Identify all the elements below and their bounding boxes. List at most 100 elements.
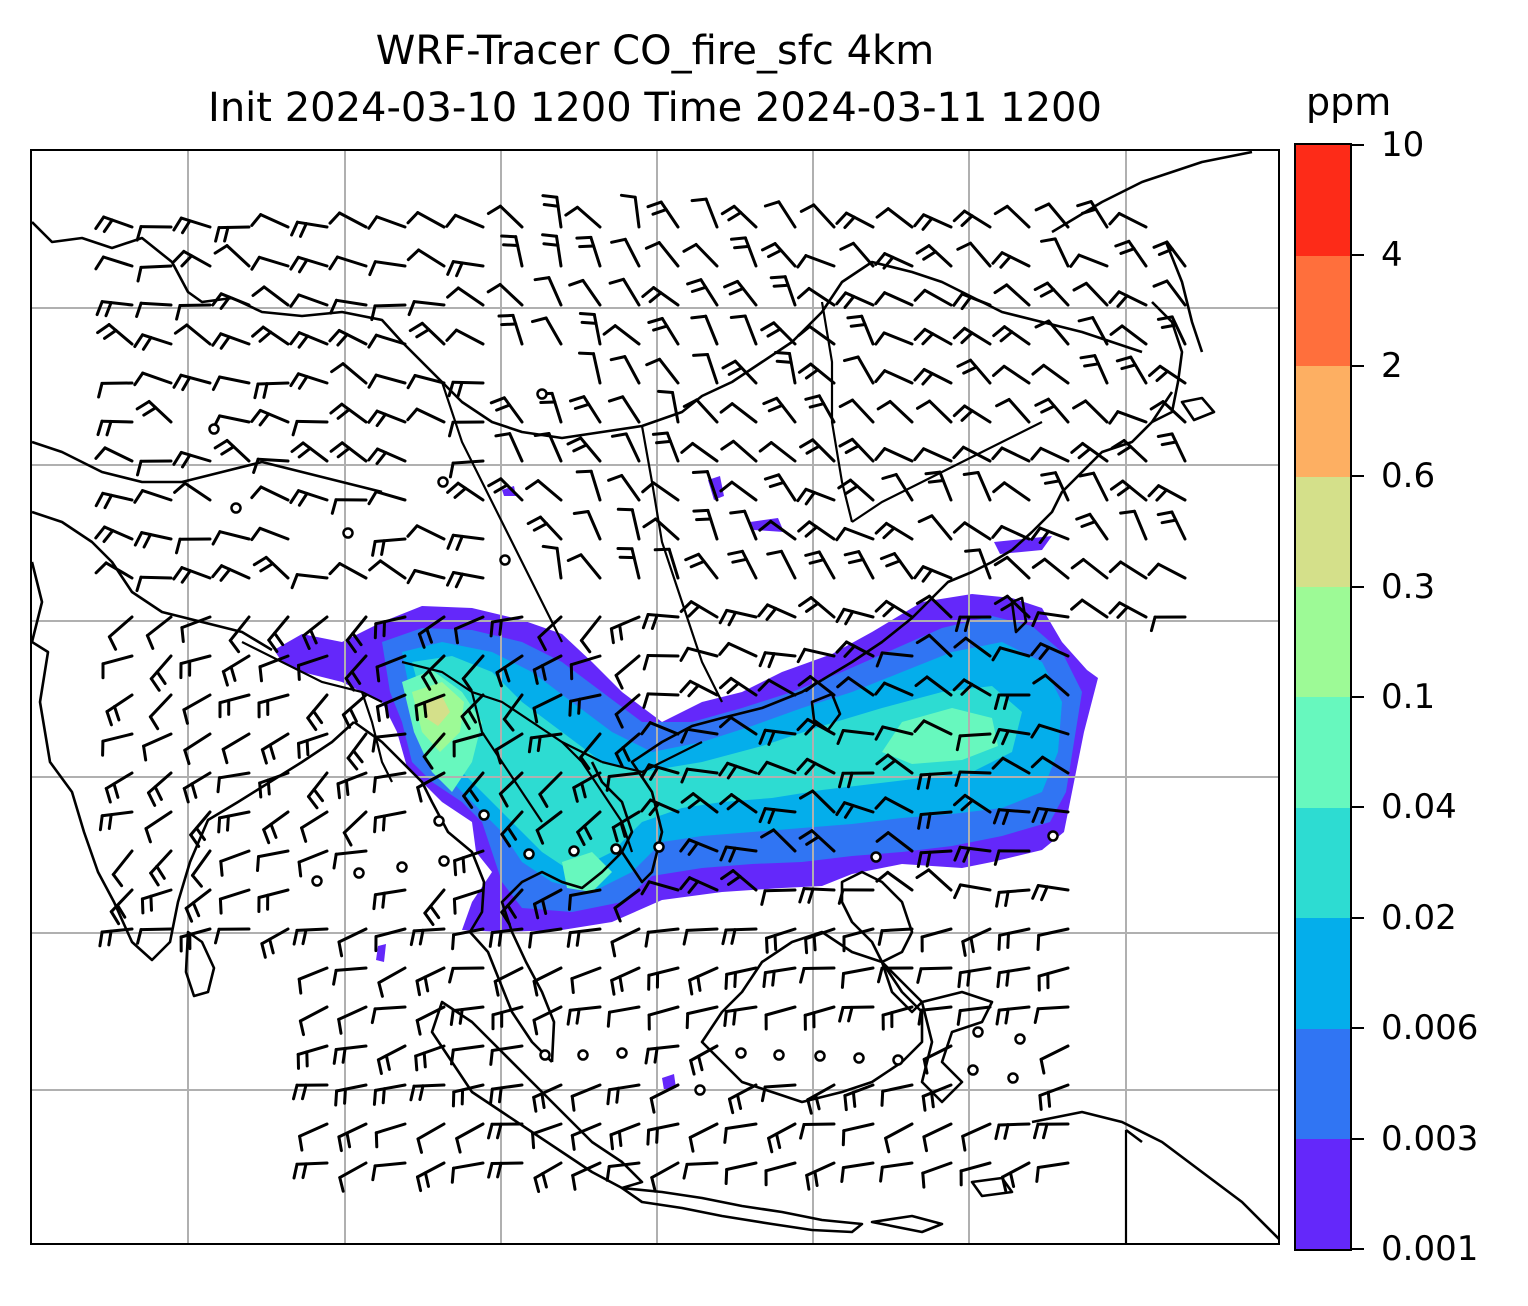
wind-barb [779,549,797,580]
wind-barb-feather [211,292,223,307]
wind-barb [373,303,407,308]
wind-barb [306,693,329,720]
wind-barb-feather [454,627,459,645]
wind-barb-feather [422,701,428,718]
wind-barb-feather [446,260,455,276]
wind-barb [336,771,368,786]
wind-barb-feather [370,304,377,322]
wind-barb-feather [569,395,586,403]
wind-barb-feather [181,219,192,235]
wind-barb-feather [758,651,767,668]
wind-barb-feather [914,675,929,688]
wind-barb-feather [251,285,266,297]
wind-barb-feather [915,594,931,605]
wind-barb-feather [448,420,455,438]
wind-barb-feather [843,644,856,658]
wind-barb [705,470,719,502]
wind-barb-feather [566,1008,572,1026]
wind-barb-feather [407,300,416,317]
wind-barb-feather [348,707,358,723]
wind-barb-feather [875,870,890,883]
wind-barb-feather [183,748,191,766]
wind-barb-feather [1001,729,1010,746]
wind-barb-feather [172,566,184,581]
wind-barb-feather [451,933,456,951]
wind-barb-feather [336,782,341,800]
wind-barb [884,796,914,814]
wind-barb-feather [996,971,1001,989]
wind-barb-feather [804,525,819,538]
wind-barb-feather [96,419,104,437]
wind-barb [341,693,368,717]
calm-wind-marker [568,845,580,857]
wind-barb-feather [691,470,709,474]
wind-barb-feather [219,295,231,310]
wind-barb-feather [579,639,592,654]
wind-barb-feather [219,335,231,350]
gridlines [32,151,1278,1243]
wind-barb [1084,399,1109,424]
wind-barb-feather [218,897,223,915]
wind-barb-feather [500,322,518,327]
wind-barb-feather [613,906,622,923]
wind-barb [728,1083,758,1101]
wind-barb-feather [653,547,671,552]
wind-barb-feather [455,534,464,551]
wind-barb [1165,240,1187,268]
wind-barb-feather [964,548,981,553]
wind-barb-feather [142,533,152,549]
wind-barb [922,719,953,736]
wind-barb-feather [732,1008,737,1026]
calm-wind-marker [499,554,511,566]
wind-barb [296,255,329,268]
wind-barb [609,1122,641,1137]
wind-barb [338,1161,368,1180]
calm-wind-marker [735,1047,747,1059]
wind-barb [808,325,836,346]
wind-barb [846,676,875,697]
wind-barb [691,442,719,463]
wind-barb [295,1161,329,1166]
wind-barb-feather [352,749,364,764]
wind-barb [179,927,212,939]
wind-barb [851,398,875,424]
wind-barb [374,1083,407,1092]
wind-barb [532,966,563,983]
wind-barb-feather [838,771,845,789]
colorbar-tick [1352,696,1364,698]
wind-barb-feather [952,404,967,418]
wind-barb-feather [953,793,967,807]
wind-barb [296,1044,329,1056]
wind-barb-feather [679,838,691,853]
wind-barb-feather [1149,400,1165,411]
wind-barb [529,927,563,935]
wind-barb-feather [493,980,500,997]
wind-barb [1043,557,1070,580]
wind-barb-feather [688,1136,695,1153]
wind-barb [221,732,251,751]
wind-barb-feather [913,213,926,228]
wind-barb-feather [181,376,192,392]
wind-barb-feather [307,795,319,810]
colorbar-tick-label: 0.1 [1381,677,1436,717]
wind-barb-feather [846,314,864,320]
wind-barb [297,966,329,981]
wind-barb-feather [679,876,692,891]
wind-barb-feather [679,646,690,662]
wind-barb-feather [758,441,773,453]
wind-barb [1127,239,1148,268]
wind-barb-feather [1040,404,1056,414]
wind-barb [257,849,290,859]
calm-wind-marker [814,1050,826,1062]
wind-barb [1047,319,1070,346]
wind-barb-feather [836,676,850,689]
wind-barb-feather [640,721,652,736]
wind-barb-feather [372,1088,377,1106]
wind-barb-feather [772,283,790,288]
wind-barb [219,849,251,863]
wind-barb-feather [503,666,511,683]
wind-barb-feather [1031,807,1040,823]
wind-barb [613,888,641,910]
wind-barb-feather [506,826,518,841]
wind-barb-feather [1042,1122,1049,1140]
